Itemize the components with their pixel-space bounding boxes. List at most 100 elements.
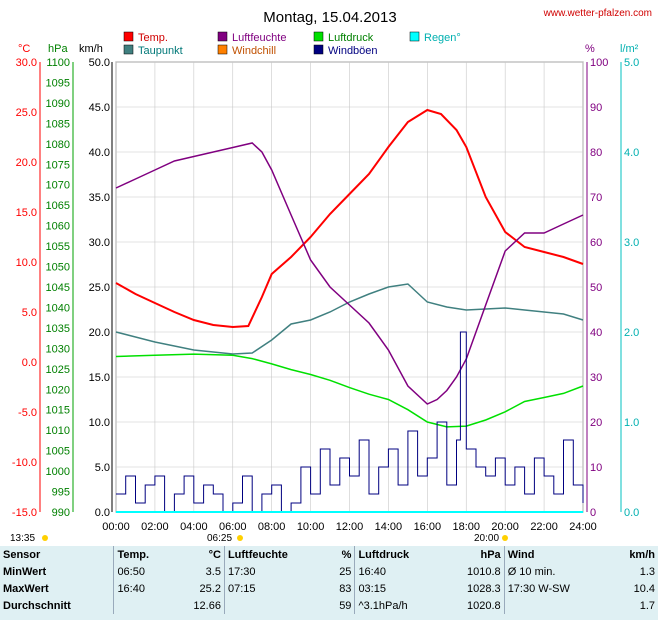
cell: 17:30 W-SW	[503, 580, 610, 597]
tick-pressure: 1075	[46, 159, 70, 171]
tick-pressure: 1000	[46, 466, 70, 478]
x-tick-label: 18:00	[452, 521, 480, 533]
sun-marks: 13:35 06:25 20:00	[10, 533, 508, 544]
series-line-taupunkt	[115, 283, 584, 355]
cell: 1028.3	[467, 582, 501, 595]
col-temp: Temp.	[113, 546, 173, 563]
tick-humidity: 0	[590, 507, 596, 519]
table-row: MinWert 06:50 3.5 17:30 25 16:40 1010.8 …	[0, 563, 658, 580]
weather-chart: Montag, 15.04.2013 www.wetter-pfalzen.co…	[10, 8, 652, 544]
x-tick-label: 00:00	[102, 521, 130, 533]
legend-pressure-label: Luftdruck	[328, 32, 374, 44]
row-label: Durchschnitt	[3, 599, 71, 612]
tick-humidity: 10	[590, 462, 602, 474]
x-tick-label: 08:00	[258, 521, 286, 533]
row-label: MaxWert	[3, 582, 49, 595]
tick-pressure: 1015	[46, 405, 70, 417]
tick-humidity: 90	[590, 102, 602, 114]
sunrise-icon	[237, 535, 243, 541]
col-sensor: Sensor	[3, 548, 41, 561]
series-line-luftdruck	[115, 353, 584, 428]
cell: 25	[339, 565, 352, 578]
x-tick-label: 10:00	[297, 521, 325, 533]
website-link[interactable]: www.wetter-pfalzen.com	[543, 8, 652, 19]
tick-pressure: 1035	[46, 323, 70, 335]
legend-pressure-swatch	[313, 31, 324, 42]
unit-wind: km/h	[79, 43, 103, 55]
legend: Temp. Luftfeuchte Luftdruck Regen° Taupu…	[123, 31, 461, 57]
tick-pressure: 1045	[46, 282, 70, 294]
tick-pressure: 1050	[46, 262, 70, 274]
tick-wind: 0.0	[95, 507, 110, 519]
cell: 1.7	[639, 599, 655, 612]
tick-temp: 30.0	[16, 57, 37, 69]
tick-wind: 20.0	[89, 327, 110, 339]
tick-wind: 35.0	[89, 192, 110, 204]
x-tick-label: 22:00	[530, 521, 558, 533]
tick-pressure: 1030	[46, 343, 70, 355]
tick-pressure: 995	[52, 487, 70, 499]
cell: 03:15	[354, 580, 443, 597]
legend-gusts-swatch	[313, 44, 324, 55]
col-pressure-unit: hPa	[480, 548, 501, 561]
unit-pressure: hPa	[48, 43, 68, 55]
legend-gusts-label: Windböen	[328, 45, 378, 57]
unit-humidity: %	[585, 43, 595, 55]
tick-temp: -10.0	[12, 457, 37, 469]
cell: 16:40	[113, 580, 173, 597]
tick-humidity: 70	[590, 192, 602, 204]
legend-humidity-swatch	[217, 31, 228, 42]
tick-wind: 25.0	[89, 282, 110, 294]
statistics-table: Sensor Temp. °C Luftfeuchte % Luftdruck …	[0, 546, 658, 620]
col-wind: Wind	[503, 546, 610, 563]
chart-title: Montag, 15.04.2013	[263, 9, 396, 26]
tick-rain: 1.0	[624, 417, 639, 429]
cell: 1010.8	[467, 565, 501, 578]
axes: 00:00 02:00 04:00 06:00 08:00 10:00 12:00 14:00…	[12, 57, 639, 533]
tick-wind: 15.0	[89, 372, 110, 384]
tick-humidity: 60	[590, 237, 602, 249]
cell	[503, 597, 610, 614]
tick-humidity: 50	[590, 282, 602, 294]
x-tick-label: 06:00	[219, 521, 247, 533]
tick-temp: -5.0	[18, 407, 37, 419]
legend-windchill-swatch	[217, 44, 228, 55]
tick-rain: 4.0	[624, 147, 639, 159]
grid	[115, 61, 584, 513]
unit-rain: l/m²	[620, 43, 639, 55]
tick-pressure: 1060	[46, 221, 70, 233]
cell: 1.3	[639, 565, 655, 578]
series-line-gusts	[116, 331, 584, 513]
cell: 1020.8	[467, 599, 501, 612]
row-label: MinWert	[3, 565, 47, 578]
tick-pressure: 1005	[46, 446, 70, 458]
cell: 25.2	[199, 582, 221, 595]
sunset-icon	[502, 535, 508, 541]
tick-temp: 20.0	[16, 157, 37, 169]
cell: ^3.1hPa/h	[354, 597, 443, 614]
tick-pressure: 1055	[46, 241, 70, 253]
cell: 07:15	[223, 580, 327, 597]
tick-temp: -15.0	[12, 507, 37, 519]
legend-windchill-label: Windchill	[232, 45, 276, 57]
unit-temp: °C	[18, 43, 30, 55]
sunrise-time: 06:25	[207, 533, 232, 544]
tick-humidity: 100	[590, 57, 608, 69]
x-tick-label: 02:00	[141, 521, 169, 533]
cell	[113, 597, 173, 614]
tick-pressure: 1090	[46, 98, 70, 110]
cell: 16:40	[354, 563, 443, 580]
tick-humidity: 20	[590, 417, 602, 429]
tick-pressure: 1025	[46, 364, 70, 376]
cell: 10.4	[633, 582, 655, 595]
tick-rain: 0.0	[624, 507, 639, 519]
x-tick-label: 14:00	[375, 521, 403, 533]
tick-pressure: 1085	[46, 118, 70, 130]
cell: 12.66	[193, 599, 221, 612]
tick-wind: 40.0	[89, 147, 110, 159]
col-wind-unit: km/h	[629, 548, 655, 561]
tick-temp: 25.0	[16, 107, 37, 119]
cell: 59	[339, 599, 352, 612]
tick-temp: 10.0	[16, 257, 37, 269]
legend-humidity-label: Luftfeuchte	[232, 32, 286, 44]
